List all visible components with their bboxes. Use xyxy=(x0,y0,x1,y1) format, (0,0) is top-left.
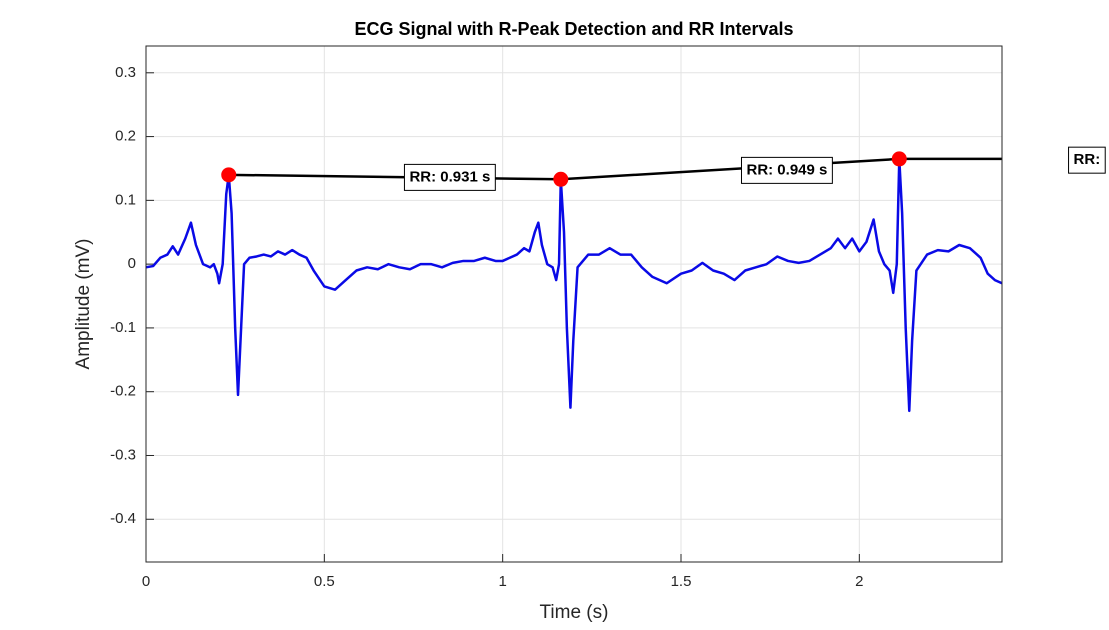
annotation-box xyxy=(403,163,496,191)
annotation-box xyxy=(1068,146,1106,174)
series-line xyxy=(146,157,1002,413)
x-tick-label: 1.5 xyxy=(671,573,692,590)
y-tick-label: -0.4 xyxy=(110,510,136,527)
chart-title: ECG Signal with R-Peak Detection and RR … xyxy=(354,19,793,39)
overlay: 0 0.5 1 1.5 2 -0.4 -0.3 -0.2 -0.1 0 0.1 0.2 0.3 RR: 0… xyxy=(110,64,1106,590)
x-axis-label: Time (s) xyxy=(540,602,609,623)
plot-content xyxy=(146,157,1002,413)
x-tick-label: 1 xyxy=(498,573,506,590)
x-tick-label: 2 xyxy=(855,573,863,590)
y-tick-label: -0.3 xyxy=(110,446,136,463)
y-tick-label: 0 xyxy=(128,255,136,272)
y-axis-label: Amplitude (mV) xyxy=(73,239,94,370)
r-peak-marker xyxy=(891,151,907,167)
y-tick-label: 0.3 xyxy=(115,64,136,81)
y-tick-label: -0.1 xyxy=(110,319,136,336)
y-tick-label: 0.1 xyxy=(115,191,136,208)
y-tick-label: -0.2 xyxy=(110,383,136,400)
r-peak-marker xyxy=(553,171,569,187)
y-tick-label: 0.2 xyxy=(115,128,136,145)
annotation-text: RR: 0.931 s xyxy=(409,168,490,185)
plot-area xyxy=(146,46,1002,562)
r-peak-marker xyxy=(221,167,237,183)
annotation-box xyxy=(740,156,833,184)
series-line xyxy=(228,157,1002,181)
x-tick-label: 0 xyxy=(142,573,150,590)
axes-box xyxy=(145,45,1003,563)
annotation-text: RR: xyxy=(1074,151,1101,168)
x-tick-label: 0.5 xyxy=(314,573,335,590)
annotation-text: RR: 0.949 s xyxy=(746,161,827,178)
